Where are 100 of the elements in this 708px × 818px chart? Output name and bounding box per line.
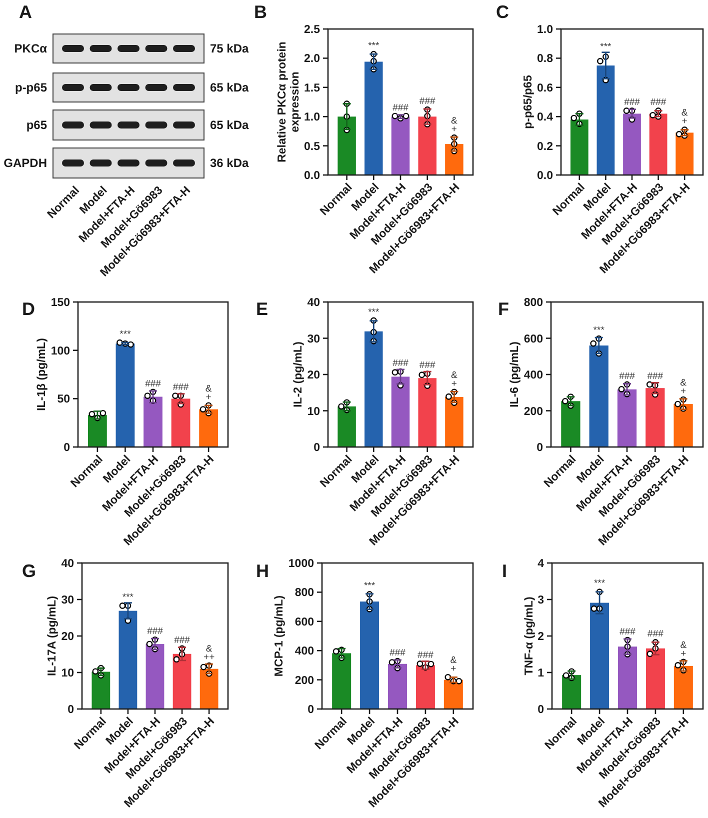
y-tick-label: 0.4 [537, 112, 554, 124]
y-tick-label: 1.0 [537, 24, 553, 36]
annotation: ### [147, 626, 164, 638]
y-tick-label: 0 [64, 442, 70, 454]
annotation: + [451, 378, 458, 390]
annotation: + [450, 664, 457, 675]
annotation: ### [392, 102, 410, 114]
chart-title: I [502, 561, 508, 581]
annotation: ### [145, 378, 162, 390]
annotation: ### [418, 650, 434, 662]
y-tick-label: 0.0 [537, 170, 553, 182]
y-tick-label: 2.0 [304, 53, 320, 66]
annotation: *** [122, 592, 134, 603]
annotation: ### [172, 382, 190, 394]
category-label: p65 [26, 118, 47, 132]
annotation: ### [620, 626, 636, 638]
y-axis-title: IL-17A (pg/mL) [46, 596, 59, 676]
y-tick-label: 10 [61, 668, 74, 680]
y-tick-label: 2.5 [304, 24, 321, 36]
y-tick-label: 800 [524, 297, 543, 310]
annotation: ### [650, 97, 667, 108]
category-label: PKCα [14, 42, 47, 56]
category-label: 36 kDa [210, 156, 249, 170]
annotation: + [682, 116, 688, 128]
annotation: *** [368, 40, 380, 52]
annotation: & [680, 640, 688, 651]
annotation: ### [390, 648, 406, 659]
annotation: & [681, 108, 688, 119]
y-axis-title: Relative PKCα protein expression [276, 42, 302, 162]
category-label: GAPDH [4, 156, 47, 170]
y-tick-label: 200 [294, 674, 314, 687]
y-tick-label: 2 [538, 631, 544, 644]
y-tick-label: 30 [61, 594, 74, 607]
y-tick-label: 3 [538, 594, 544, 607]
y-tick-label: 20 [307, 370, 320, 382]
y-tick-label: 600 [294, 616, 314, 628]
y-tick-label: 0 [308, 704, 314, 716]
annotation: & [205, 383, 212, 394]
annotation: ### [419, 360, 436, 372]
annotation: & [206, 643, 213, 654]
annotation: *** [594, 578, 606, 590]
y-axis-title: IL-1β (pg/mL) [36, 338, 48, 411]
y-tick-label: 0 [314, 442, 320, 454]
y-tick-label: 0.5 [304, 140, 321, 153]
annotation: ### [419, 96, 436, 107]
y-tick-label: 20 [61, 631, 74, 644]
annotation: & [680, 377, 688, 388]
annotation: + [680, 648, 687, 660]
category-label: 65 kDa [210, 118, 249, 132]
chart-title: C [496, 2, 509, 22]
y-axis-title: MCP-1 (pg/mL) [273, 595, 286, 677]
annotation: *** [593, 325, 605, 336]
y-axis-title: TNF-α (pg/mL) [523, 596, 536, 676]
chart-title: G [22, 561, 36, 581]
y-tick-label: 50 [57, 394, 70, 406]
y-tick-label: 4 [538, 558, 545, 570]
y-tick-label: 40 [307, 297, 320, 310]
text: A [19, 2, 32, 22]
annotation: *** [364, 580, 376, 592]
chart-title: H [256, 561, 269, 581]
y-tick-label: 1.5 [304, 82, 321, 94]
y-tick-label: 100 [50, 345, 70, 358]
annotation: + [680, 386, 687, 397]
chart-title: F [498, 299, 509, 319]
annotation: *** [600, 41, 612, 52]
y-tick-label: 600 [524, 333, 543, 346]
annotation: & [451, 116, 458, 127]
y-tick-label: 1000 [288, 558, 314, 570]
y-tick-label: 0.8 [537, 53, 554, 66]
annotation: *** [368, 306, 380, 318]
chart-title: B [254, 2, 267, 22]
annotation: ### [648, 628, 664, 640]
annotation: ### [647, 370, 664, 382]
annotation: ++ [204, 652, 216, 663]
y-tick-label: 0.6 [537, 82, 553, 94]
chart-title: E [256, 299, 268, 319]
annotation: ### [624, 97, 641, 108]
y-tick-label: 40 [61, 558, 74, 570]
y-tick-label: 200 [524, 406, 543, 418]
y-tick-label: 800 [294, 587, 314, 600]
y-tick-label: 0 [538, 704, 544, 716]
y-tick-label: 0.0 [304, 170, 320, 182]
y-axis-title: p-p65/p65 [522, 74, 534, 129]
y-tick-label: 0.2 [537, 140, 553, 153]
annotation: ### [392, 358, 410, 369]
y-tick-label: 400 [294, 646, 314, 658]
chart-title: D [22, 299, 35, 319]
annotation: & [450, 655, 458, 666]
y-tick-label: 0 [536, 442, 543, 454]
category-label: 65 kDa [210, 80, 249, 95]
y-tick-label: 1 [538, 668, 545, 680]
y-tick-label: 0 [68, 704, 74, 716]
y-axis-title: IL-2 (pg/mL) [292, 341, 305, 408]
annotation: + [451, 124, 458, 136]
annotation: ### [174, 634, 191, 646]
annotation: + [206, 392, 212, 403]
annotation: ### [619, 370, 636, 382]
y-tick-label: 400 [524, 370, 543, 382]
y-tick-label: 1.0 [304, 112, 320, 124]
y-tick-label: 150 [50, 297, 70, 310]
